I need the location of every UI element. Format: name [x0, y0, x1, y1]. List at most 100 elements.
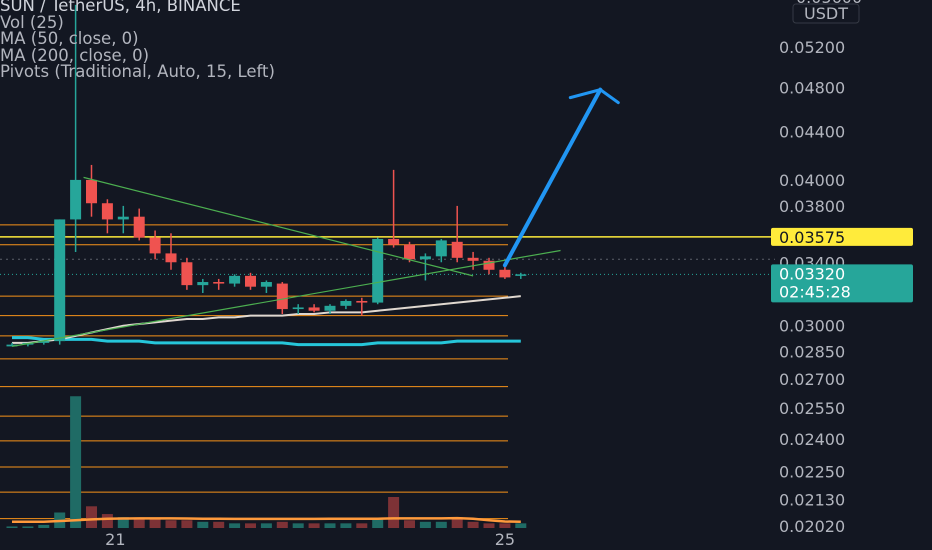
price-tick: 0.04000	[779, 171, 845, 190]
volume-bar	[260, 523, 272, 528]
candle-body	[229, 275, 241, 284]
candle-body	[324, 305, 336, 311]
price-label-value: 0.03575	[779, 228, 845, 247]
legend-volume[interactable]: Vol (25)	[0, 12, 64, 32]
price-tick: 0.02020	[779, 517, 845, 536]
trendline-ascending	[11, 249, 561, 347]
candle-body	[133, 216, 145, 238]
candle-body	[356, 300, 368, 303]
candle-body	[86, 179, 97, 204]
candle-body	[245, 275, 256, 287]
candle-body	[340, 300, 352, 306]
volume-bar	[435, 521, 447, 528]
volume-bar	[483, 523, 495, 528]
volume-bar	[308, 523, 320, 528]
volume-bar	[70, 396, 82, 528]
time-axis: 21 25	[105, 530, 515, 549]
legend-ma50[interactable]: MA (50, close, 0)	[0, 29, 139, 48]
trendline-descending	[83, 176, 474, 277]
price-tick: 0.02550	[779, 399, 845, 418]
candle-body	[101, 203, 113, 220]
volume-bar	[292, 523, 304, 528]
candle-body	[260, 282, 272, 287]
volume-bar	[181, 520, 193, 528]
pivot-lines	[0, 224, 508, 520]
time-tick: 21	[105, 530, 125, 549]
candle-body	[70, 179, 82, 220]
volume-bar	[117, 517, 129, 528]
volume-bar	[356, 523, 368, 528]
candle-body	[213, 282, 225, 284]
volume-bar	[165, 520, 177, 528]
price-tick: 0.03000	[779, 317, 845, 336]
price-label-box	[771, 264, 913, 303]
candle-body	[276, 283, 288, 310]
candle-body	[419, 256, 431, 260]
price-tick: 0.02130	[779, 490, 845, 509]
ma200-line	[12, 336, 521, 347]
volume-bar	[404, 520, 415, 528]
volume-bar	[419, 521, 431, 528]
candle-body	[38, 341, 50, 343]
candle-body	[54, 219, 66, 342]
candle-body	[483, 260, 495, 270]
price-tick: 0.02250	[779, 462, 845, 481]
candle-body	[197, 282, 209, 286]
volume-bar	[451, 517, 463, 528]
candle-body	[467, 257, 479, 261]
volume-bar	[245, 523, 256, 528]
candle-body	[292, 307, 304, 310]
volume-ma-line	[12, 516, 521, 524]
projection-arrow-head	[568, 87, 620, 105]
volume-bar	[101, 514, 113, 528]
candles	[6, 4, 527, 347]
volume-bar	[515, 523, 527, 528]
volume-bars	[6, 396, 527, 528]
price-tick: 0.04800	[779, 79, 845, 98]
volume-bar	[467, 521, 479, 528]
volume-bar	[197, 521, 209, 528]
price-label-countdown: 02:45:28	[779, 282, 851, 301]
candle-body	[372, 238, 384, 303]
candle-body	[6, 344, 18, 347]
candle-body	[451, 241, 463, 258]
price-tick: 0.02700	[779, 370, 845, 389]
price-tick: 0.05200	[779, 38, 845, 57]
currency-label: USDT	[804, 4, 848, 23]
volume-bar	[324, 523, 336, 528]
candle-body	[165, 253, 177, 263]
volume-bar	[86, 506, 97, 528]
currency-badge	[792, 3, 860, 24]
volume-bar	[229, 523, 241, 528]
candle-body	[181, 262, 193, 286]
price-label-value: 0.03320	[779, 264, 845, 283]
volume-bar	[340, 523, 352, 528]
legend-pivots[interactable]: Pivots (Traditional, Auto, 15, Left)	[0, 62, 275, 81]
candle-body	[149, 237, 161, 254]
candle-body	[515, 274, 527, 276]
volume-bar	[133, 518, 145, 528]
projection-arrow	[502, 87, 603, 268]
volume-bar	[372, 518, 384, 528]
candle-body	[117, 216, 129, 220]
candle-body	[435, 240, 447, 257]
volume-bar	[6, 526, 18, 528]
volume-bar	[213, 521, 225, 528]
price-label-box	[771, 227, 913, 246]
candle-body	[308, 307, 320, 311]
price-tick: 0.03800	[779, 197, 845, 216]
price-tick: 0.04400	[779, 123, 845, 142]
volume-bar	[499, 523, 511, 528]
legend-ma200[interactable]: MA (200, close, 0)	[0, 45, 150, 65]
volume-bar	[276, 521, 288, 528]
price-tick: 0.02400	[779, 430, 845, 449]
time-tick: 25	[495, 530, 515, 549]
volume-bar	[149, 518, 161, 528]
candle-body	[388, 238, 400, 245]
legend-symbol[interactable]: SUN / TetherUS, 4h, BINANCE	[0, 0, 241, 15]
volume-bar	[388, 497, 400, 528]
candle-body	[499, 269, 511, 278]
volume-bar	[22, 526, 34, 528]
